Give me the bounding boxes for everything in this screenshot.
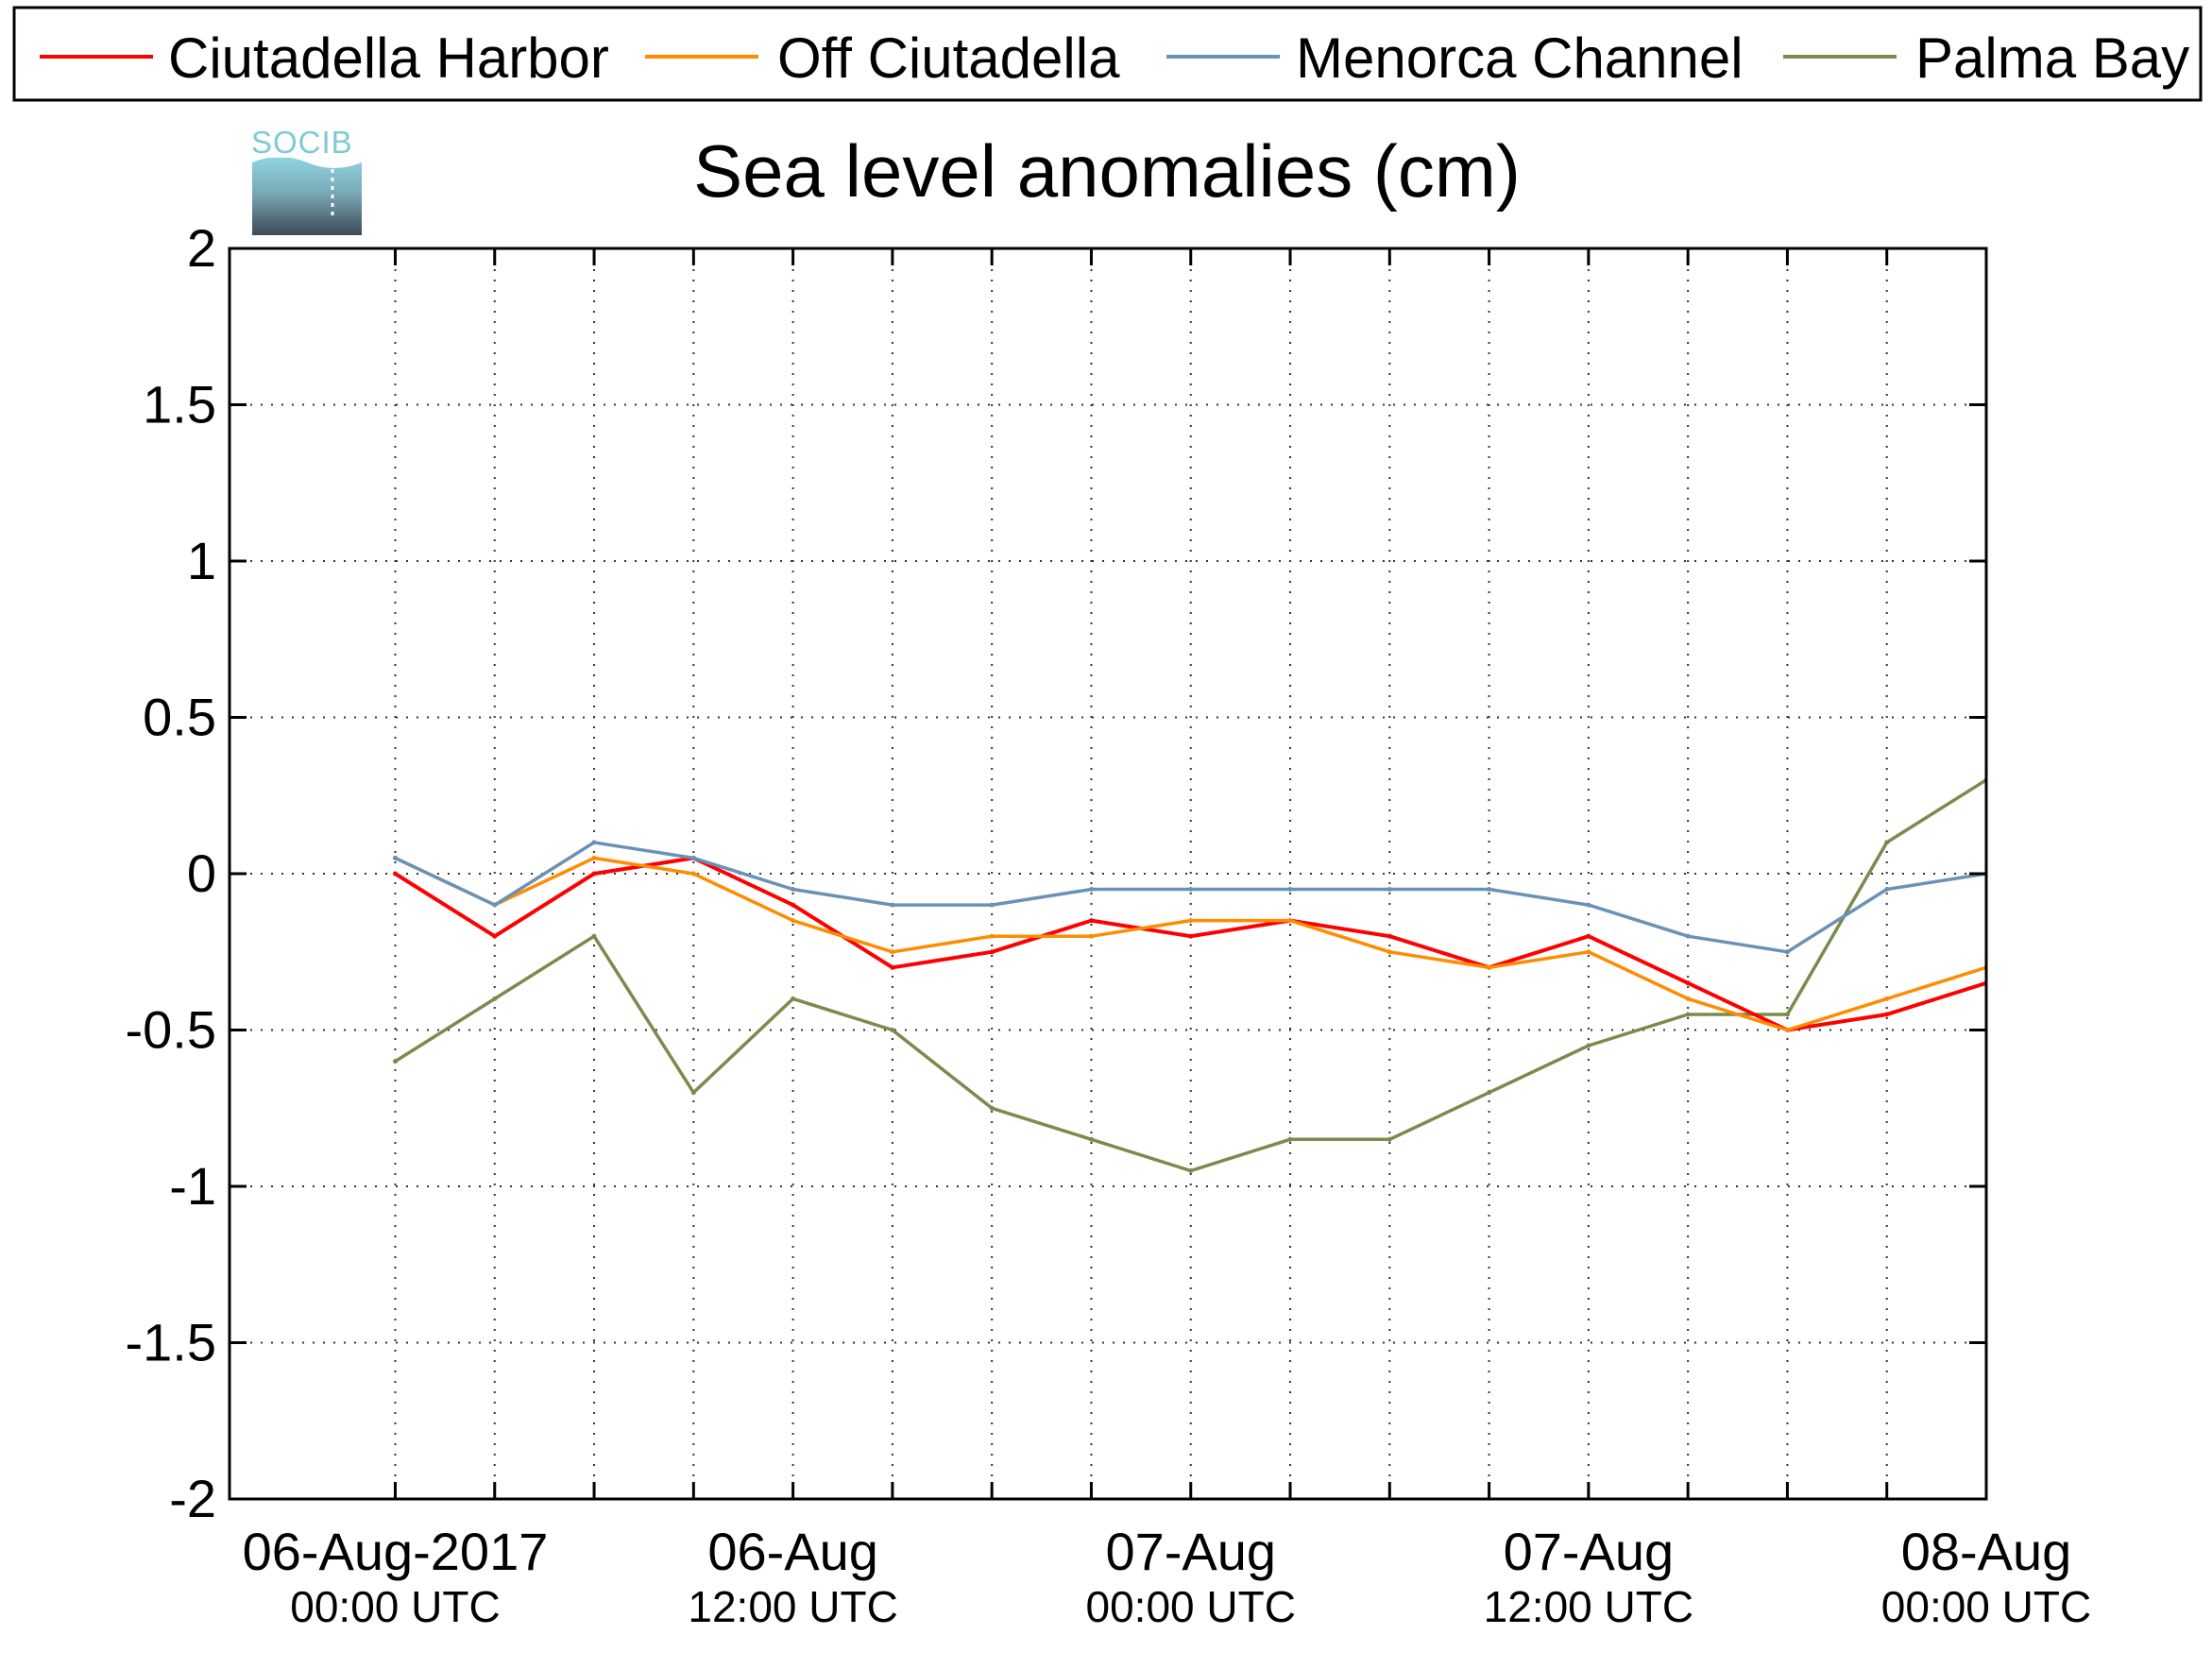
data-point-off-ciutadella: [591, 855, 597, 860]
data-point-off-ciutadella: [1884, 996, 1890, 1001]
logo-text: SOCIB: [251, 125, 353, 160]
data-point-palma-bay: [393, 1059, 398, 1064]
data-point-menorca-channel: [890, 902, 895, 908]
data-point-off-ciutadella: [1287, 918, 1293, 924]
data-point-palma-bay: [791, 996, 796, 1001]
data-point-menorca-channel: [690, 855, 696, 860]
chart-title: Sea level anomalies (cm): [693, 129, 1521, 213]
x-tick-label: 07-Aug: [1504, 1522, 1675, 1581]
plot-background: [230, 248, 1986, 1499]
data-point-menorca-channel: [591, 840, 597, 845]
data-point-menorca-channel: [1188, 887, 1194, 892]
series-layer: [393, 777, 1986, 1173]
x-tick-label: 06-Aug-2017: [243, 1522, 549, 1581]
data-point-menorca-channel: [1287, 887, 1293, 892]
data-point-off-ciutadella: [1685, 996, 1691, 1001]
y-tick-label: 2: [187, 218, 216, 278]
data-point-ciutadella-harbor: [1089, 918, 1094, 924]
data-point-ciutadella-harbor: [1884, 1012, 1890, 1017]
y-tick-label: -1: [169, 1156, 216, 1216]
data-point-palma-bay: [989, 1105, 995, 1111]
x-tick-sublabel: 12:00 UTC: [688, 1582, 897, 1631]
x-tick-sublabel: 12:00 UTC: [1484, 1582, 1693, 1631]
data-point-menorca-channel: [989, 902, 995, 908]
x-tick-sublabel: 00:00 UTC: [1086, 1582, 1296, 1631]
data-point-ciutadella-harbor: [393, 871, 398, 877]
data-point-palma-bay: [591, 933, 597, 939]
y-tick-label: 1.5: [143, 375, 216, 434]
data-point-off-ciutadella: [890, 949, 895, 955]
data-point-off-ciutadella: [989, 933, 995, 939]
y-tick-label: 0.5: [143, 688, 216, 747]
socib-logo: SOCIB: [251, 125, 362, 235]
y-tick-label: 1: [187, 531, 216, 590]
data-point-menorca-channel: [1685, 933, 1691, 939]
data-point-palma-bay: [1784, 1012, 1790, 1017]
data-point-ciutadella-harbor: [1685, 980, 1691, 986]
data-point-menorca-channel: [492, 902, 498, 908]
data-point-ciutadella-harbor: [890, 964, 895, 970]
y-tick-label: 0: [187, 843, 216, 903]
legend-box: [12, 6, 2203, 102]
plot-area: [228, 247, 1988, 1501]
legend-label-palma-bay: Palma Bay: [1915, 26, 2189, 90]
logo-wave: [252, 157, 362, 168]
data-point-ciutadella-harbor: [989, 949, 995, 955]
data-point-menorca-channel: [393, 855, 398, 860]
y-tick-label: -0.5: [126, 1000, 217, 1060]
y-axis-labels: -2 -1.5 -1 -0.5 0 0.5 1 1.5 2: [126, 218, 217, 1528]
y-tick-label: -1.5: [126, 1313, 217, 1372]
x-tick-label: 08-Aug: [1901, 1522, 2072, 1581]
y-tick-label: -2: [169, 1469, 216, 1528]
data-point-palma-bay: [1685, 1012, 1691, 1017]
data-point-palma-bay: [1884, 840, 1890, 845]
data-point-palma-bay: [1287, 1136, 1293, 1142]
data-point-ciutadella-harbor: [492, 933, 498, 939]
logo-block: [252, 158, 362, 235]
x-tick-sublabel: 00:00 UTC: [1881, 1582, 2091, 1631]
data-point-menorca-channel: [1387, 887, 1392, 892]
data-point-off-ciutadella: [1487, 964, 1492, 970]
data-point-ciutadella-harbor: [1586, 933, 1591, 939]
data-point-menorca-channel: [1487, 887, 1492, 892]
data-point-palma-bay: [890, 1028, 895, 1032]
data-point-menorca-channel: [1089, 887, 1094, 892]
data-point-ciutadella-harbor: [1188, 933, 1194, 939]
legend-label-ciutadella-harbor: Ciutadella Harbor: [168, 26, 609, 90]
data-point-palma-bay: [1188, 1168, 1194, 1173]
x-tick-label: 07-Aug: [1105, 1522, 1276, 1581]
data-point-off-ciutadella: [1188, 918, 1194, 924]
legend: Ciutadella Harbor Off Ciutadella Menorca…: [12, 6, 2203, 102]
data-point-menorca-channel: [1586, 902, 1591, 908]
data-point-off-ciutadella: [1387, 949, 1392, 955]
data-point-menorca-channel: [1884, 887, 1890, 892]
data-point-off-ciutadella: [690, 871, 696, 877]
legend-label-off-ciutadella: Off Ciutadella: [777, 26, 1120, 90]
data-point-palma-bay: [1586, 1043, 1591, 1048]
data-point-palma-bay: [690, 1090, 696, 1096]
data-point-off-ciutadella: [1586, 949, 1591, 955]
data-point-palma-bay: [1487, 1090, 1492, 1096]
legend-label-menorca-channel: Menorca Channel: [1296, 26, 1744, 90]
axis-ticks: [230, 247, 1988, 1501]
x-tick-sublabel: 00:00 UTC: [290, 1582, 500, 1631]
data-point-off-ciutadella: [791, 918, 796, 924]
data-point-ciutadella-harbor: [791, 902, 796, 908]
data-point-menorca-channel: [1784, 949, 1790, 955]
data-point-palma-bay: [492, 996, 498, 1001]
data-point-palma-bay: [1089, 1136, 1094, 1142]
data-point-off-ciutadella: [1784, 1028, 1790, 1032]
data-point-menorca-channel: [791, 887, 796, 892]
data-point-ciutadella-harbor: [591, 871, 597, 877]
x-tick-label: 06-Aug: [707, 1522, 878, 1581]
data-point-off-ciutadella: [1089, 933, 1094, 939]
data-point-palma-bay: [1387, 1136, 1392, 1142]
data-point-ciutadella-harbor: [1387, 933, 1392, 939]
